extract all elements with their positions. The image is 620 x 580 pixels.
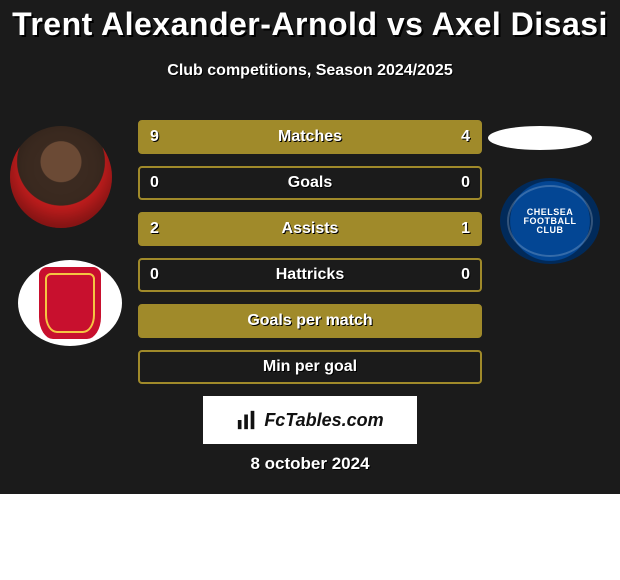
club-badge-left: [18, 260, 122, 346]
stat-label: Min per goal: [140, 352, 480, 382]
chelsea-ring: [507, 185, 593, 257]
stat-row: 94Matches: [138, 120, 482, 154]
liverpool-crest: [39, 267, 101, 339]
player-left-photo: [10, 126, 112, 228]
stat-label: Assists: [140, 214, 480, 244]
stat-row: Min per goal: [138, 350, 482, 384]
page-title: Trent Alexander-Arnold vs Axel Disasi: [0, 6, 620, 43]
stat-label: Goals per match: [140, 306, 480, 336]
attribution-text: FcTables.com: [264, 410, 383, 431]
stat-row: 00Hattricks: [138, 258, 482, 292]
stat-label: Matches: [140, 122, 480, 152]
page-subtitle: Club competitions, Season 2024/2025: [0, 62, 620, 80]
date-text: 8 october 2024: [0, 454, 620, 474]
comparison-canvas: Trent Alexander-Arnold vs Axel Disasi Cl…: [0, 0, 620, 580]
stat-rows: 94Matches 00Goals 21Assists 00Hattricks Goal…: [138, 120, 482, 396]
stat-label: Hattricks: [140, 260, 480, 290]
stat-row: 21Assists: [138, 212, 482, 246]
club-badge-right: CHELSEAFOOTBALLCLUB: [500, 178, 600, 264]
stat-label: Goals: [140, 168, 480, 198]
bottom-whiteband: [0, 494, 620, 580]
stat-row: Goals per match: [138, 304, 482, 338]
attribution-badge: FcTables.com: [203, 396, 417, 444]
player-right-placeholder: [488, 126, 592, 150]
stat-row: 00Goals: [138, 166, 482, 200]
chart-icon: [236, 409, 258, 431]
